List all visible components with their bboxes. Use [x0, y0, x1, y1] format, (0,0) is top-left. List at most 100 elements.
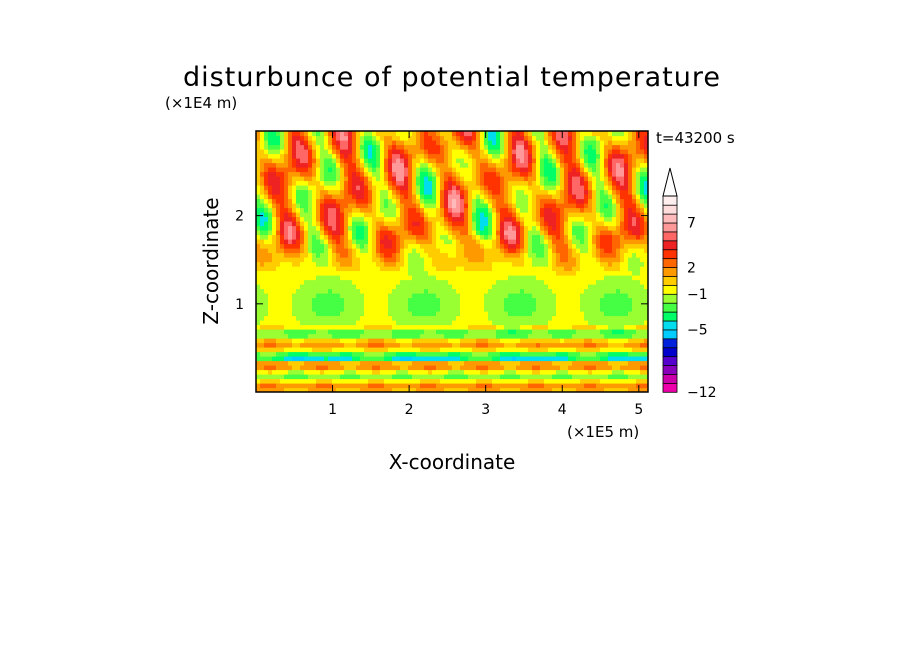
field-cell — [580, 189, 585, 195]
field-cell — [412, 284, 417, 290]
field-cell — [596, 320, 601, 326]
field-cell — [576, 252, 581, 258]
field-cell — [312, 356, 317, 362]
field-cell — [356, 252, 361, 258]
field-cell — [328, 140, 333, 146]
field-cell — [496, 212, 501, 218]
field-cell — [408, 153, 413, 159]
field-cell — [528, 144, 533, 150]
field-cell — [416, 144, 421, 150]
field-cell — [568, 243, 573, 249]
field-cell — [352, 261, 357, 267]
field-cell — [540, 347, 545, 353]
field-cell — [492, 342, 497, 348]
field-cell — [516, 180, 521, 186]
field-cell — [392, 135, 397, 141]
field-cell — [352, 270, 357, 276]
field-cell — [584, 239, 589, 245]
field-cell — [576, 180, 581, 186]
field-cell — [428, 261, 433, 267]
field-cell — [512, 194, 517, 200]
field-cell — [596, 176, 601, 182]
field-cell — [280, 270, 285, 276]
field-cell — [336, 243, 341, 249]
field-cell — [444, 216, 449, 222]
field-cell — [524, 221, 529, 227]
field-cell — [584, 311, 589, 317]
field-cell — [280, 252, 285, 258]
field-cell — [564, 239, 569, 245]
field-cell — [280, 297, 285, 303]
field-cell — [512, 302, 517, 308]
field-cell — [292, 356, 297, 362]
field-cell — [468, 239, 473, 245]
field-cell — [548, 216, 553, 222]
field-cell — [576, 378, 581, 384]
field-cell — [304, 221, 309, 227]
field-cell — [424, 387, 429, 392]
field-cell — [308, 230, 313, 236]
field-cell — [352, 194, 357, 200]
field-cell — [376, 302, 381, 308]
field-cell — [480, 306, 485, 312]
field-cell — [328, 162, 333, 168]
field-cell — [468, 302, 473, 308]
field-cell — [568, 230, 573, 236]
field-cell — [508, 239, 513, 245]
field-cell — [408, 333, 413, 339]
field-cell — [572, 297, 577, 303]
field-cell — [552, 311, 557, 317]
field-cell — [492, 387, 497, 392]
field-cell — [312, 297, 317, 303]
field-cell — [364, 266, 369, 272]
field-cell — [480, 374, 485, 380]
field-cell — [352, 185, 357, 191]
field-cell — [300, 360, 305, 366]
field-cell — [484, 144, 489, 150]
field-cell — [564, 180, 569, 186]
field-cell — [312, 261, 317, 267]
field-cell — [424, 383, 429, 389]
field-cell — [476, 284, 481, 290]
field-cell — [596, 216, 601, 222]
field-cell — [444, 378, 449, 384]
field-cell — [260, 360, 265, 366]
field-cell — [420, 311, 425, 317]
field-cell — [544, 347, 549, 353]
field-cell — [420, 320, 425, 326]
field-cell — [348, 351, 353, 357]
field-cell — [388, 212, 393, 218]
field-cell — [308, 266, 313, 272]
field-cell — [344, 306, 349, 312]
field-cell — [320, 297, 325, 303]
field-cell — [500, 140, 505, 146]
field-cell — [372, 230, 377, 236]
field-cell — [384, 216, 389, 222]
field-cell — [440, 293, 445, 299]
field-cell — [256, 302, 261, 308]
field-cell — [544, 288, 549, 294]
field-cell — [340, 176, 345, 182]
field-cell — [336, 207, 341, 213]
field-cell — [308, 198, 313, 204]
field-cell — [388, 252, 393, 258]
field-cell — [272, 140, 277, 146]
field-cell — [436, 338, 441, 344]
field-cell — [500, 261, 505, 267]
field-cell — [436, 221, 441, 227]
field-cell — [284, 315, 289, 321]
field-cell — [568, 198, 573, 204]
field-cell — [520, 315, 525, 321]
field-cell — [380, 302, 385, 308]
field-cell — [592, 279, 597, 285]
field-cell — [344, 144, 349, 150]
field-cell — [488, 324, 493, 330]
field-cell — [328, 360, 333, 366]
field-cell — [260, 158, 265, 164]
field-cell — [508, 288, 513, 294]
field-cell — [388, 338, 393, 344]
field-cell — [488, 198, 493, 204]
field-cell — [384, 162, 389, 168]
field-cell — [412, 180, 417, 186]
field-cell — [280, 257, 285, 263]
